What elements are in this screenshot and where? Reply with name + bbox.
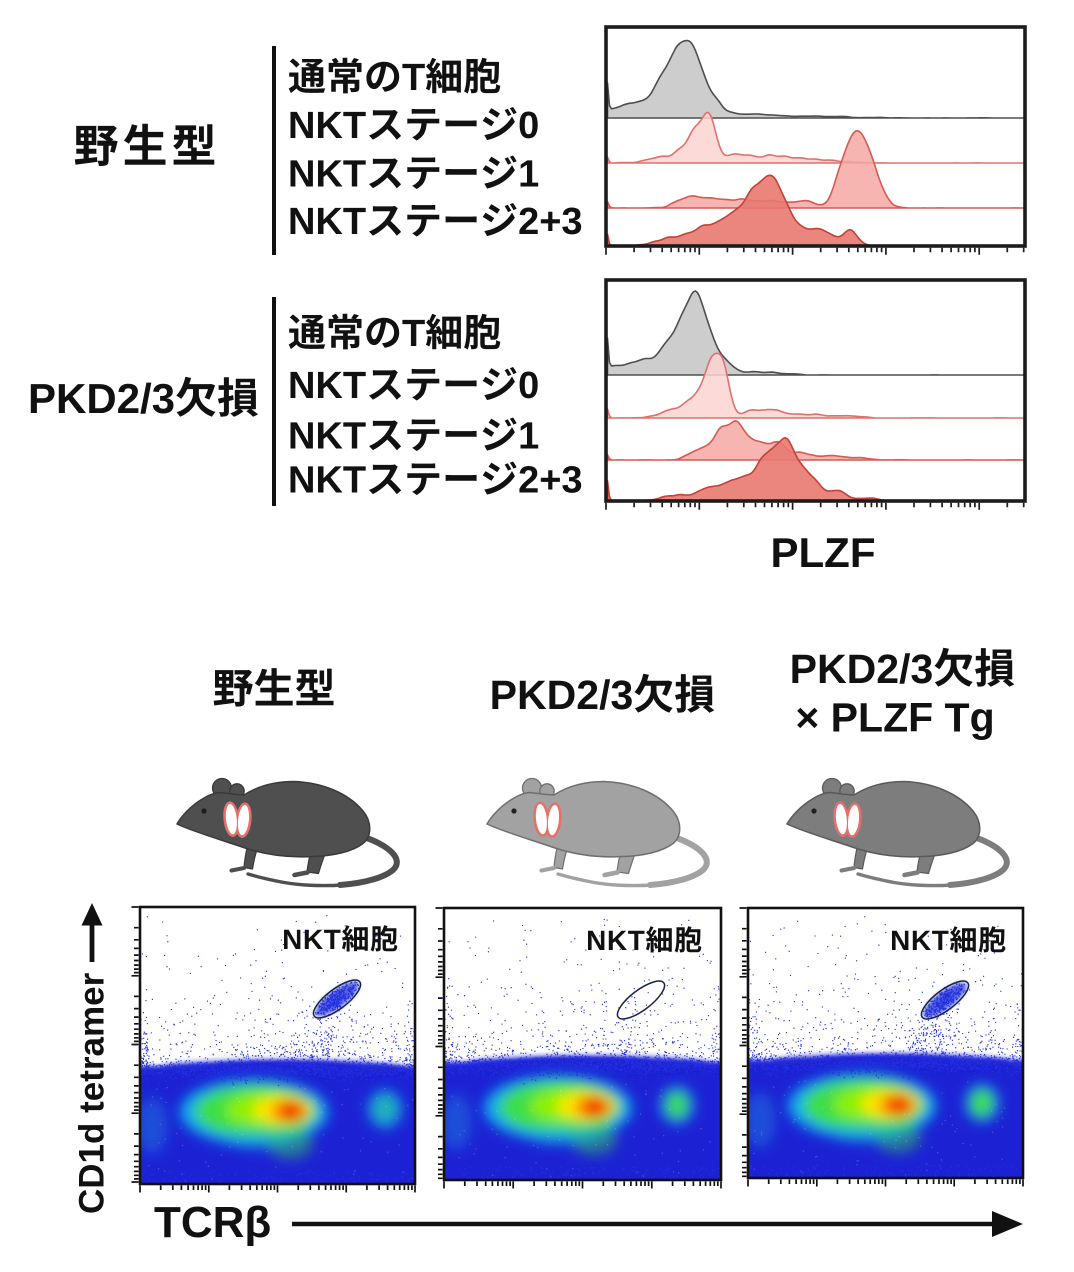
svg-text:× PLZF Tg: × PLZF Tg — [795, 695, 994, 741]
svg-text:TCRβ: TCRβ — [154, 1198, 271, 1247]
svg-text:PLZF: PLZF — [771, 529, 876, 576]
svg-text:CD1d tetramer: CD1d tetramer — [73, 972, 112, 1214]
